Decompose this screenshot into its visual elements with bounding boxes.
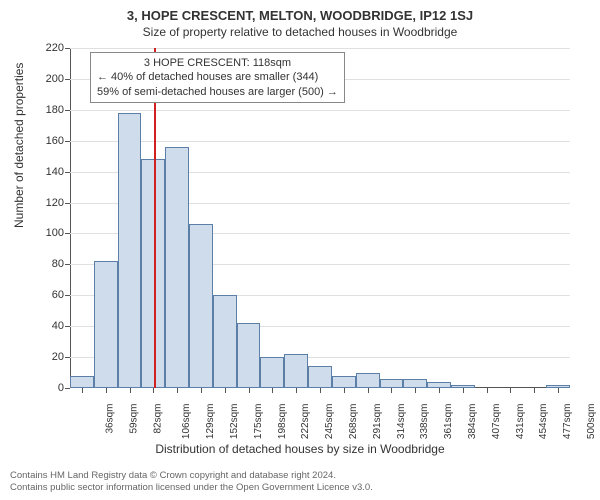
x-tick-label: 82sqm <box>152 404 163 434</box>
x-tick-mark <box>534 388 535 393</box>
x-tick-mark <box>510 388 511 393</box>
x-tick-mark <box>249 388 250 393</box>
y-tick-label: 140 <box>20 166 64 178</box>
page-subtitle: Size of property relative to detached ho… <box>0 23 600 39</box>
x-tick-label: 500sqm <box>586 404 597 440</box>
y-tick-label: 220 <box>20 42 64 54</box>
histogram-bar <box>260 357 284 388</box>
y-tick-mark <box>65 203 70 204</box>
histogram-bar <box>380 379 404 388</box>
x-tick-mark <box>82 388 83 393</box>
histogram-bar <box>165 147 189 388</box>
x-tick-label: 407sqm <box>491 404 502 440</box>
y-tick-label: 120 <box>20 197 64 209</box>
y-tick-label: 160 <box>20 135 64 147</box>
histogram-bar <box>118 113 142 388</box>
chart-area: 36sqm59sqm82sqm106sqm129sqm152sqm175sqm1… <box>70 48 580 408</box>
y-axis-line <box>70 48 71 388</box>
y-tick-mark <box>65 48 70 49</box>
y-tick-mark <box>65 388 70 389</box>
x-tick-label: 175sqm <box>253 404 264 440</box>
gridline <box>70 48 570 49</box>
x-tick-mark <box>320 388 321 393</box>
x-tick-mark <box>225 388 226 393</box>
x-tick-label: 152sqm <box>229 404 240 440</box>
histogram-bar <box>237 323 261 388</box>
x-tick-mark <box>439 388 440 393</box>
y-tick-mark <box>65 172 70 173</box>
x-tick-mark <box>177 388 178 393</box>
annotation-line: 59% of semi-detached houses are larger (… <box>97 85 338 99</box>
histogram-bar <box>70 376 94 388</box>
y-tick-label: 0 <box>20 382 64 394</box>
footer-line2: Contains public sector information licen… <box>10 482 373 494</box>
y-tick-mark <box>65 326 70 327</box>
x-tick-mark <box>296 388 297 393</box>
x-tick-mark <box>272 388 273 393</box>
x-tick-label: 361sqm <box>443 404 454 440</box>
x-tick-mark <box>201 388 202 393</box>
footer-line1: Contains HM Land Registry data © Crown c… <box>10 470 373 482</box>
x-tick-label: 431sqm <box>515 404 526 440</box>
histogram-bar <box>403 379 427 388</box>
y-tick-label: 40 <box>20 320 64 332</box>
histogram-bar <box>213 295 237 388</box>
x-tick-label: 129sqm <box>205 404 216 440</box>
y-tick-mark <box>65 79 70 80</box>
histogram-bar <box>284 354 308 388</box>
x-tick-mark <box>344 388 345 393</box>
x-tick-mark <box>558 388 559 393</box>
x-tick-label: 454sqm <box>539 404 550 440</box>
histogram-bar <box>356 373 380 388</box>
gridline <box>70 110 570 111</box>
annotation-line: 3 HOPE CRESCENT: 118sqm <box>97 56 338 70</box>
y-tick-mark <box>65 141 70 142</box>
x-tick-label: 291sqm <box>372 404 383 440</box>
x-tick-label: 338sqm <box>420 404 431 440</box>
x-tick-label: 314sqm <box>396 404 407 440</box>
histogram-bar <box>308 366 332 388</box>
x-tick-mark <box>130 388 131 393</box>
x-tick-label: 245sqm <box>324 404 335 440</box>
x-tick-mark <box>368 388 369 393</box>
x-axis-title: Distribution of detached houses by size … <box>0 442 600 456</box>
y-tick-mark <box>65 295 70 296</box>
x-tick-label: 268sqm <box>348 404 359 440</box>
x-tick-mark <box>463 388 464 393</box>
x-tick-label: 36sqm <box>104 404 115 434</box>
y-tick-label: 180 <box>20 104 64 116</box>
x-tick-label: 384sqm <box>467 404 478 440</box>
annotation-box: 3 HOPE CRESCENT: 118sqm← 40% of detached… <box>90 52 345 103</box>
y-tick-label: 100 <box>20 227 64 239</box>
y-tick-label: 60 <box>20 289 64 301</box>
x-tick-label: 477sqm <box>562 404 573 440</box>
histogram-bar <box>332 376 356 388</box>
x-tick-mark <box>415 388 416 393</box>
y-tick-mark <box>65 233 70 234</box>
plot-area: 36sqm59sqm82sqm106sqm129sqm152sqm175sqm1… <box>70 48 570 388</box>
y-tick-mark <box>65 357 70 358</box>
y-tick-mark <box>65 264 70 265</box>
histogram-bar <box>189 224 213 388</box>
page-title: 3, HOPE CRESCENT, MELTON, WOODBRIDGE, IP… <box>0 0 600 23</box>
footer-attribution: Contains HM Land Registry data © Crown c… <box>10 470 373 494</box>
x-tick-mark <box>487 388 488 393</box>
x-tick-label: 59sqm <box>128 404 139 434</box>
y-tick-mark <box>65 110 70 111</box>
x-tick-label: 106sqm <box>181 404 192 440</box>
x-tick-mark <box>106 388 107 393</box>
x-tick-label: 222sqm <box>300 404 311 440</box>
y-tick-label: 200 <box>20 73 64 85</box>
gridline <box>70 141 570 142</box>
x-tick-label: 198sqm <box>277 404 288 440</box>
y-tick-label: 80 <box>20 258 64 270</box>
annotation-line: ← 40% of detached houses are smaller (34… <box>97 70 338 84</box>
y-tick-label: 20 <box>20 351 64 363</box>
histogram-bar <box>94 261 118 388</box>
x-tick-mark <box>153 388 154 393</box>
x-tick-mark <box>391 388 392 393</box>
